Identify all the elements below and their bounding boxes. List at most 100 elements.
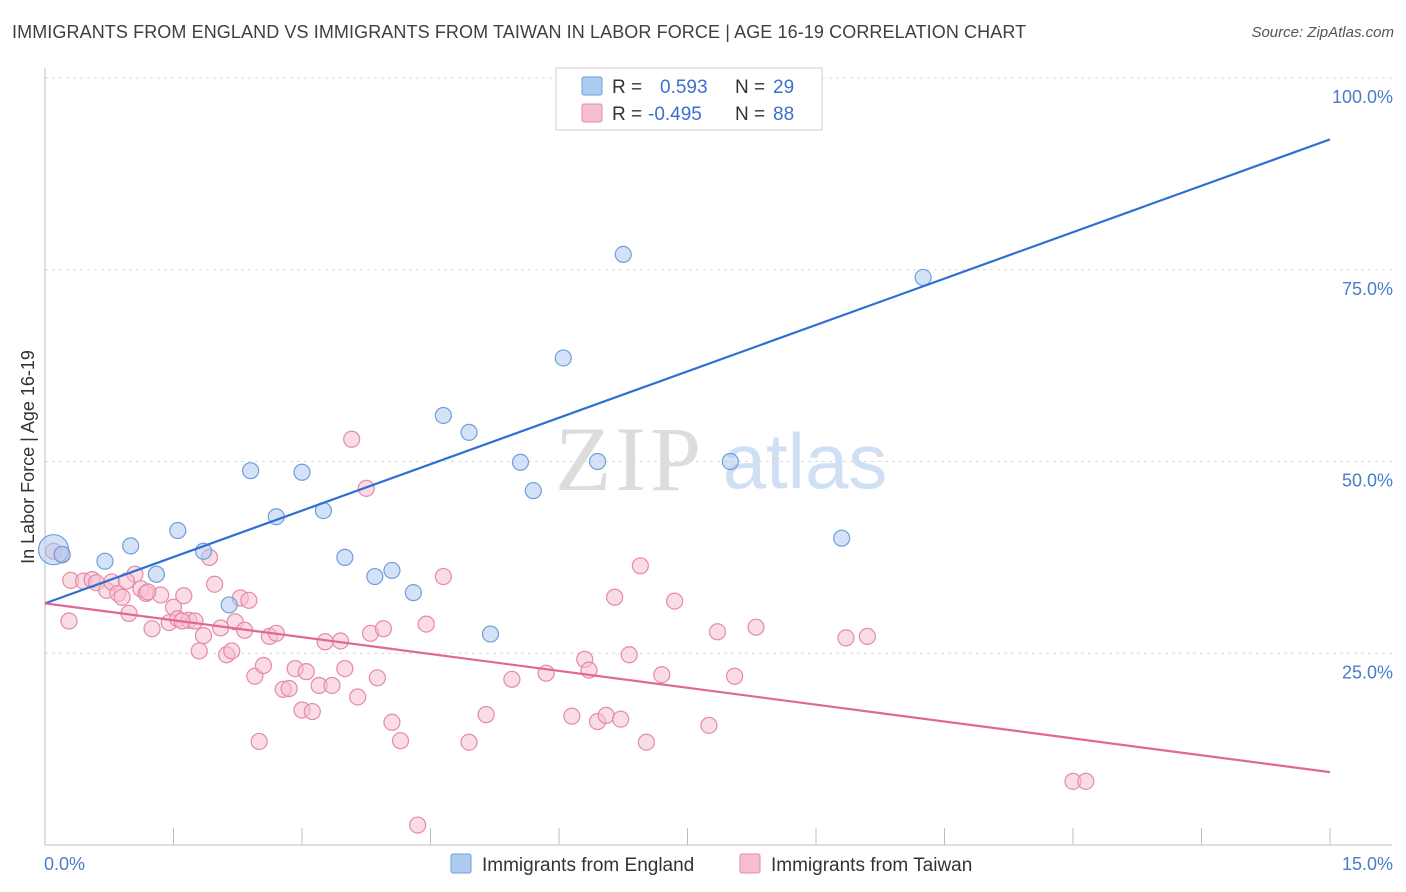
taiwan-point [383, 713, 401, 731]
legend-bottom-england-label: Immigrants from England [482, 855, 694, 876]
taiwan-point [143, 620, 161, 638]
y-tick-label: 25.0% [1342, 662, 1393, 682]
taiwan-point [620, 646, 638, 664]
taiwan-point [637, 733, 655, 751]
england-trend-line [44, 138, 1331, 605]
axes [44, 68, 1392, 846]
taiwan-point [368, 669, 386, 687]
england-point [122, 537, 140, 555]
y-tick-label: 50.0% [1342, 471, 1393, 491]
england-point [434, 406, 452, 425]
legend-bottom-england-swatch [450, 853, 472, 874]
england-point [147, 565, 165, 583]
legend-bottom-taiwan-label: Immigrants from Taiwan [771, 855, 972, 876]
england-point [220, 596, 238, 614]
legend-bottom-taiwan-swatch [739, 853, 761, 874]
taiwan-point [477, 706, 495, 724]
taiwan-point [323, 676, 341, 695]
taiwan-point [837, 629, 855, 647]
taiwan-point [194, 627, 213, 645]
taiwan-point [349, 688, 367, 706]
taiwan-point [250, 732, 268, 751]
taiwan-point [60, 612, 78, 630]
legend-taiwan-n-value: 88 [773, 104, 794, 125]
legend-england-n-value: 29 [773, 77, 794, 98]
taiwan-point [700, 716, 718, 734]
england-point [96, 552, 114, 570]
taiwan-point [606, 588, 624, 606]
england-points [37, 69, 932, 643]
source-label: Source: ZipAtlas.com [1251, 24, 1394, 41]
england-point [554, 349, 572, 367]
taiwan-point [113, 588, 131, 606]
england-point [293, 463, 311, 481]
england-point [721, 452, 739, 471]
taiwan-point [1077, 772, 1095, 790]
watermark-atlas: atlas [723, 417, 888, 505]
taiwan-point [653, 666, 671, 684]
legend-bottom: Immigrants from England Immigrants from … [450, 853, 972, 876]
taiwan-point [240, 591, 258, 609]
england-point [460, 423, 478, 441]
taiwan-point [343, 430, 361, 448]
taiwan-point [190, 642, 208, 660]
england-point [366, 567, 384, 586]
legend-taiwan-r-label: R = [612, 104, 642, 125]
taiwan-point [139, 583, 157, 601]
taiwan-point [612, 710, 630, 728]
legend-england-r-value: 0.593 [660, 77, 708, 98]
england-point [511, 453, 530, 471]
legend-england-r-label: R = [612, 77, 642, 98]
trend-lines [44, 138, 1331, 774]
england-point [914, 268, 932, 287]
taiwan-point [708, 623, 727, 641]
taiwan-point [391, 732, 410, 750]
legend-taiwan-swatch [581, 103, 603, 123]
taiwan-point [434, 567, 452, 586]
x-tick-labels: 0.0% 15.0% [44, 854, 1393, 874]
taiwan-point [503, 670, 521, 688]
y-tick-label: 75.0% [1342, 279, 1393, 299]
legend-taiwan-n-label: N = [735, 104, 765, 125]
watermark-zip: ZIP [555, 408, 705, 510]
england-point [524, 482, 542, 500]
taiwan-point [206, 575, 224, 593]
taiwan-point [417, 615, 435, 633]
taiwan-point [409, 816, 427, 834]
taiwan-point [223, 642, 241, 660]
taiwan-point [374, 620, 392, 638]
y-axis-label: In Labor Force | Age 16-19 [18, 350, 38, 564]
legend-taiwan-r-value: -0.495 [648, 104, 702, 125]
x-tick-label: 0.0% [44, 854, 85, 874]
england-point [588, 452, 607, 471]
grid-lines [45, 77, 1392, 654]
england-point [53, 545, 71, 563]
england-point [383, 561, 401, 580]
taiwan-point [303, 702, 321, 721]
taiwan-point [666, 592, 684, 610]
taiwan-point [726, 667, 744, 685]
taiwan-point [460, 733, 478, 751]
taiwan-point [858, 627, 877, 645]
taiwan-point [631, 557, 649, 575]
taiwan-point [597, 706, 615, 724]
england-point [242, 462, 260, 480]
watermark: ZIP atlas [555, 408, 887, 510]
y-tick-label: 100.0% [1332, 87, 1393, 107]
taiwan-point [297, 663, 315, 681]
legend-top: R = 0.593 N = 29 R = -0.495 N = 88 [555, 67, 823, 131]
legend-england-n-label: N = [735, 77, 765, 98]
taiwan-point [563, 707, 581, 725]
england-point [404, 584, 422, 602]
england-point [169, 521, 187, 540]
england-point [336, 548, 354, 566]
taiwan-trend-line [44, 602, 1331, 774]
legend-england-swatch [581, 76, 603, 96]
taiwan-point [280, 679, 298, 698]
chart-title: IMMIGRANTS FROM ENGLAND VS IMMIGRANTS FR… [12, 22, 1027, 42]
england-point [614, 245, 632, 264]
taiwan-point [747, 618, 765, 636]
england-point [833, 529, 851, 547]
taiwan-point [175, 587, 193, 605]
